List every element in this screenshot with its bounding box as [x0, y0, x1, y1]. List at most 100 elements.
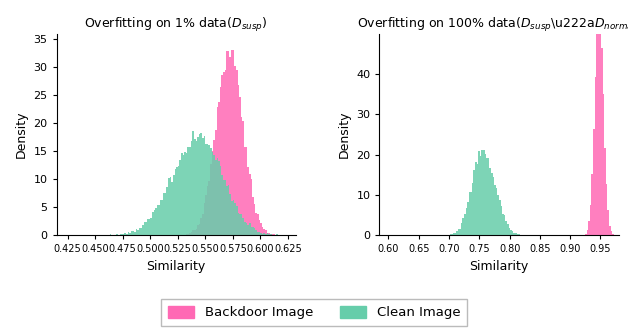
Legend: Backdoor Image, Clean Image: Backdoor Image, Clean Image	[161, 299, 467, 326]
Bar	[241, 117, 242, 235]
Bar	[259, 220, 260, 235]
Bar	[166, 187, 168, 235]
Bar	[510, 230, 512, 235]
Bar	[592, 174, 593, 235]
Bar	[607, 210, 609, 235]
Bar	[197, 224, 199, 235]
Bar	[234, 66, 236, 235]
Bar	[506, 221, 507, 235]
Bar	[453, 234, 454, 235]
Bar	[127, 232, 129, 235]
Bar	[181, 154, 183, 235]
Bar	[231, 201, 233, 235]
Bar	[123, 234, 124, 235]
Bar	[252, 197, 254, 235]
Bar	[590, 205, 592, 235]
X-axis label: Similarity: Similarity	[146, 260, 206, 273]
Bar	[268, 233, 270, 235]
Bar	[188, 147, 189, 235]
Bar	[263, 233, 265, 235]
Bar	[257, 214, 259, 235]
Bar	[488, 158, 489, 235]
Bar	[152, 212, 153, 235]
Bar	[513, 233, 515, 235]
Bar	[236, 71, 237, 235]
Bar	[610, 232, 612, 235]
Bar	[189, 233, 191, 235]
Bar	[202, 214, 203, 235]
Bar	[239, 97, 241, 235]
Bar	[606, 184, 607, 235]
Bar	[604, 149, 606, 235]
Bar	[260, 223, 262, 235]
Bar	[504, 215, 506, 235]
Bar	[217, 158, 218, 235]
Bar	[600, 11, 601, 235]
Bar	[489, 168, 491, 235]
Bar	[225, 180, 226, 235]
Bar	[207, 186, 208, 235]
Bar	[212, 152, 214, 235]
Bar	[252, 227, 254, 235]
Bar	[598, 15, 600, 235]
Bar	[133, 231, 134, 235]
Bar	[147, 219, 149, 235]
Bar	[163, 193, 165, 235]
Bar	[158, 205, 160, 235]
Bar	[217, 107, 218, 235]
Bar	[464, 214, 465, 235]
Bar	[609, 226, 610, 235]
Bar	[233, 50, 234, 235]
Bar	[203, 203, 205, 235]
Bar	[242, 121, 244, 235]
Bar	[215, 160, 217, 235]
Bar	[237, 213, 239, 235]
Bar	[222, 75, 223, 235]
Bar	[199, 223, 200, 235]
Bar	[254, 228, 256, 235]
Bar	[150, 218, 152, 235]
Bar	[192, 131, 194, 235]
Bar	[271, 234, 273, 235]
Bar	[208, 181, 210, 235]
Bar	[173, 175, 175, 235]
Bar	[208, 145, 210, 235]
Bar	[210, 164, 212, 235]
Bar	[226, 51, 228, 235]
Bar	[171, 182, 173, 235]
Bar	[267, 233, 268, 235]
Bar	[517, 234, 518, 235]
Bar	[497, 195, 499, 235]
X-axis label: Similarity: Similarity	[469, 260, 529, 273]
Bar	[212, 151, 214, 235]
Bar	[468, 193, 470, 235]
Bar	[270, 234, 271, 235]
Bar	[225, 70, 226, 235]
Bar	[184, 152, 186, 235]
Bar	[226, 185, 228, 235]
Bar	[612, 234, 614, 235]
Bar	[188, 234, 189, 235]
Bar	[200, 133, 202, 235]
Bar	[593, 129, 595, 235]
Bar	[233, 200, 234, 235]
Bar	[451, 234, 453, 235]
Bar	[595, 77, 596, 235]
Bar	[229, 194, 231, 235]
Bar	[492, 177, 494, 235]
Bar	[459, 229, 461, 235]
Bar	[256, 230, 257, 235]
Bar	[249, 174, 251, 235]
Bar	[588, 221, 590, 235]
Bar	[458, 229, 459, 235]
Bar	[263, 229, 265, 235]
Bar	[195, 229, 197, 235]
Bar	[515, 233, 517, 235]
Bar	[483, 150, 485, 235]
Bar	[231, 50, 233, 235]
Bar	[142, 225, 144, 235]
Bar	[262, 226, 263, 235]
Bar	[131, 232, 133, 235]
Bar	[197, 137, 199, 235]
Bar	[146, 222, 147, 235]
